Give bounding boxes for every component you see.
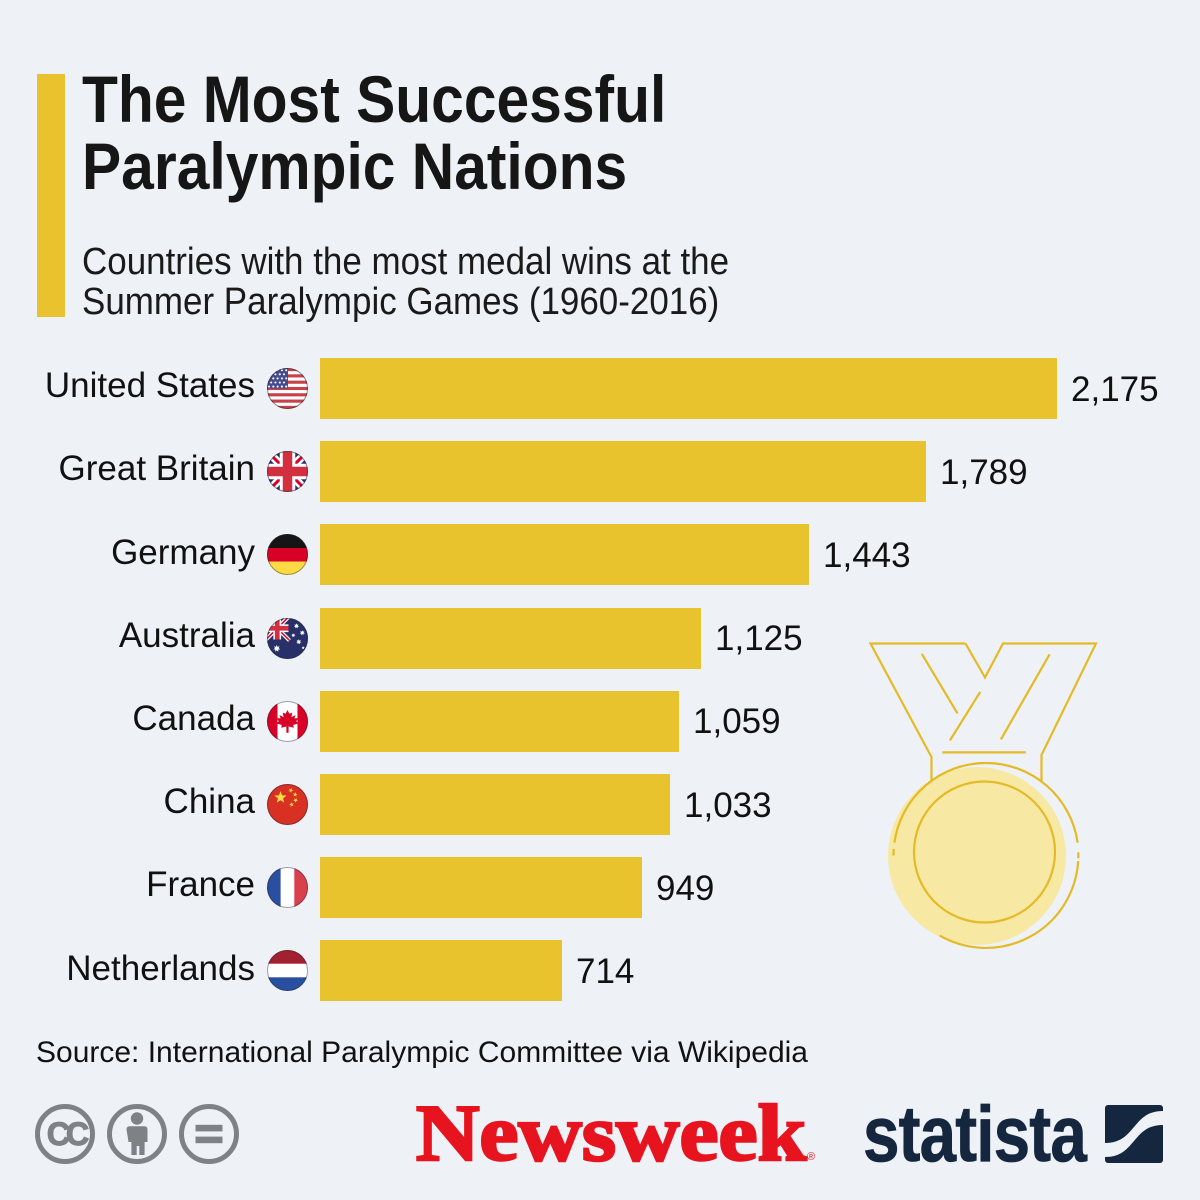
svg-text:CC: CC — [47, 1116, 89, 1152]
